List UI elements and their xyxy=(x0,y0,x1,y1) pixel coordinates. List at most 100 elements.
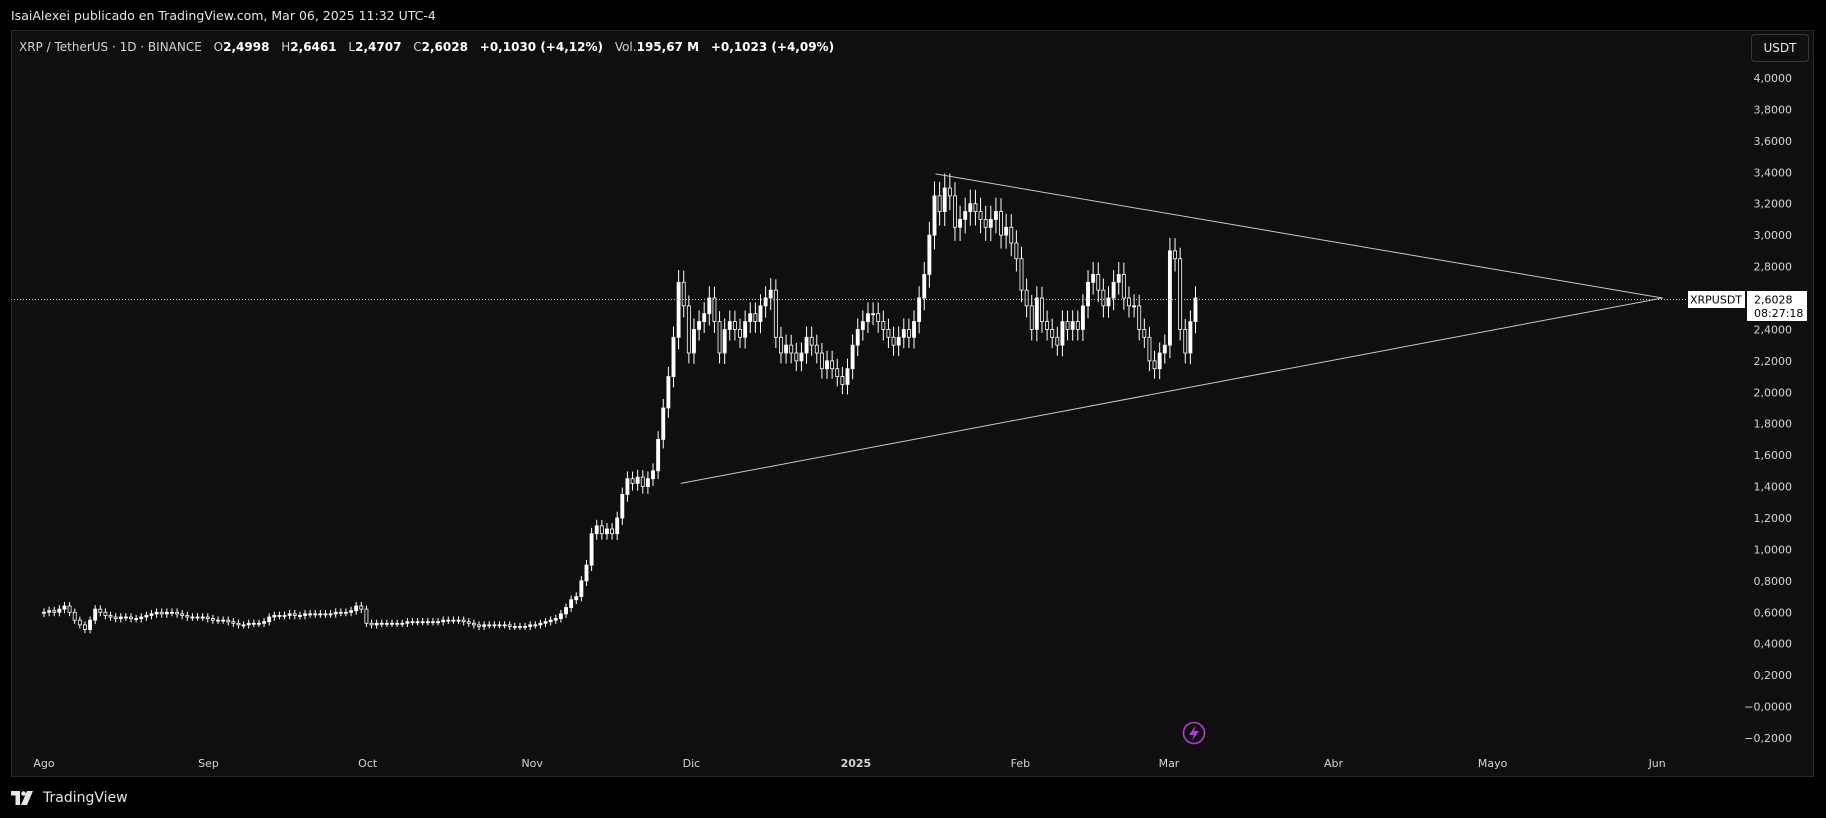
candle-body xyxy=(1147,336,1152,362)
candle-body xyxy=(190,616,195,619)
candle-body xyxy=(1096,274,1101,291)
candle-body xyxy=(195,616,200,619)
candle-body xyxy=(1045,321,1050,330)
candle-body xyxy=(410,621,415,624)
candle-body xyxy=(794,352,799,362)
candle-body xyxy=(840,376,845,385)
candle-body xyxy=(257,622,261,625)
y-tick-label: 0,2000 xyxy=(1754,669,1793,682)
trendline-upper xyxy=(935,173,1663,299)
candle-body xyxy=(1060,321,1065,346)
candle-body xyxy=(318,613,323,616)
candle-body xyxy=(313,613,318,616)
candle-body xyxy=(52,610,57,613)
high-value: 2,6461 xyxy=(290,40,337,54)
candle-body xyxy=(272,615,277,618)
candle-body xyxy=(221,619,226,622)
candle-body xyxy=(784,344,789,354)
high-label: H xyxy=(281,40,291,54)
candle-body xyxy=(901,329,906,338)
candle-body xyxy=(610,528,615,535)
candle-body xyxy=(743,321,748,338)
candle-body xyxy=(1193,297,1198,322)
candle-body xyxy=(886,329,891,338)
candle-body xyxy=(1080,305,1085,330)
candle-body xyxy=(871,313,876,316)
candle-body xyxy=(866,313,870,322)
low-value: 2,4707 xyxy=(355,40,402,54)
candle-body xyxy=(661,407,666,440)
candle-body xyxy=(988,219,993,228)
candle-body xyxy=(1019,258,1024,291)
candle-body xyxy=(594,525,599,535)
candle-body xyxy=(553,618,558,621)
candle-body xyxy=(589,533,594,566)
candle-body xyxy=(640,476,645,487)
candle-body xyxy=(615,517,620,535)
y-tick-label: 1,0000 xyxy=(1754,543,1793,556)
candle-body xyxy=(118,616,123,619)
currency-button[interactable]: USDT xyxy=(1751,34,1809,62)
change-value: +0,1030 (+4,12%) xyxy=(479,40,603,54)
candle-body xyxy=(845,368,850,385)
candle-body xyxy=(507,624,512,627)
chart-panel[interactable] xyxy=(11,30,1814,777)
candle-body xyxy=(241,624,246,627)
candle-body xyxy=(400,622,405,625)
candle-body xyxy=(574,596,579,601)
candle-body xyxy=(932,195,937,236)
candle-body xyxy=(246,622,251,626)
candle-body xyxy=(67,605,72,613)
y-tick-label: −0,2000 xyxy=(1744,732,1792,745)
candle-body xyxy=(456,619,461,622)
candle-body xyxy=(779,336,783,354)
y-tick-label: 1,4000 xyxy=(1754,481,1793,494)
candle-body xyxy=(676,281,681,338)
candle-body xyxy=(139,616,144,619)
candle-body xyxy=(497,624,502,627)
candle-body xyxy=(98,608,103,613)
x-tick-label: Sep xyxy=(198,757,219,770)
candle-body xyxy=(528,624,533,627)
candle-body xyxy=(1029,305,1034,330)
lightning-icon[interactable] xyxy=(1182,721,1206,745)
candle-body xyxy=(973,203,978,212)
candle-body xyxy=(1132,305,1137,308)
candle-body xyxy=(707,297,712,315)
candle-body xyxy=(482,624,487,627)
price-label-symbol: XRPUSDT xyxy=(1690,294,1742,307)
candle-body xyxy=(993,211,998,220)
tradingview-logo-icon[interactable] xyxy=(11,791,37,805)
candle-body xyxy=(799,352,804,362)
candle-body xyxy=(630,478,635,484)
close-value: 2,6028 xyxy=(421,40,468,54)
candle-body xyxy=(1116,274,1121,283)
candle-body xyxy=(804,336,809,354)
candle-body xyxy=(323,613,328,616)
price-chart[interactable]: 4,0000 3,8000 3,6000 3,4000 3,2000 3,0000 2,80… xyxy=(0,0,1826,790)
candle-body xyxy=(134,618,139,620)
candle-body xyxy=(262,621,266,624)
x-tick-label: Mar xyxy=(1159,757,1180,770)
x-tick-label: Abr xyxy=(1324,757,1344,770)
candle-body xyxy=(170,611,174,614)
candle-body xyxy=(1152,360,1157,370)
candle-body xyxy=(1106,297,1111,307)
candle-body xyxy=(891,336,896,346)
symbol-legend: XRP / TetherUS · 1D · BINANCE O2,4998 H2… xyxy=(19,40,834,54)
candle-body xyxy=(625,478,630,495)
candle-body xyxy=(1137,305,1142,330)
candle-body xyxy=(251,622,256,625)
candle-body xyxy=(830,360,835,370)
candle-body xyxy=(297,615,302,617)
symbol-name[interactable]: XRP / TetherUS · 1D · BINANCE xyxy=(19,40,202,54)
candle-body xyxy=(651,470,655,480)
candle-body xyxy=(666,376,671,409)
candle-body xyxy=(164,611,169,615)
candle-body xyxy=(876,313,881,322)
candle-body xyxy=(978,211,983,220)
candle-body xyxy=(548,619,553,623)
candle-body xyxy=(108,615,113,618)
candle-body xyxy=(912,321,916,338)
candle-body xyxy=(180,613,185,616)
